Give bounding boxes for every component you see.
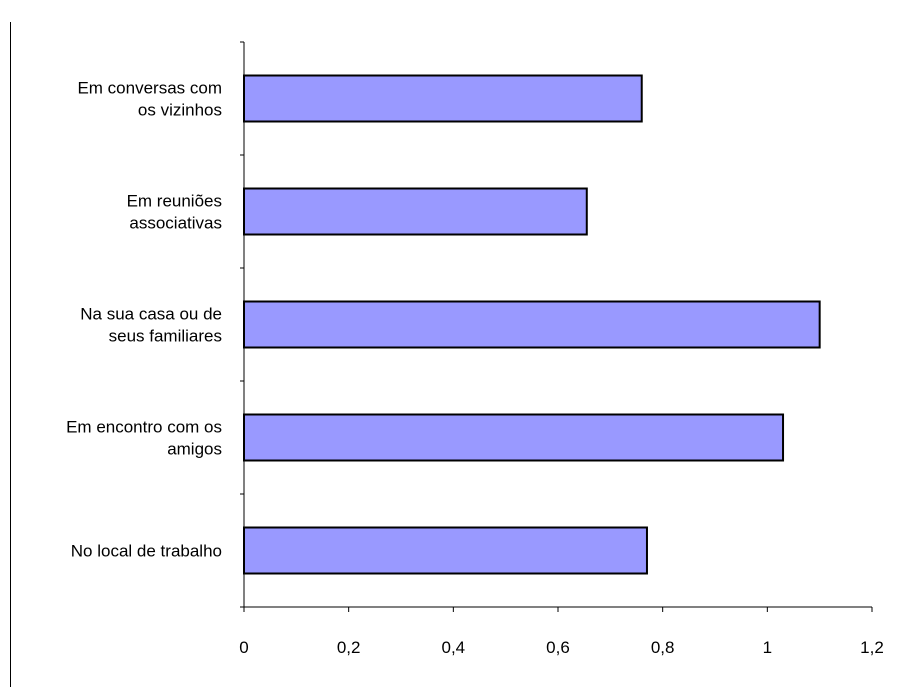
x-tick-label: 1,2	[860, 638, 884, 657]
category-label: amigos	[167, 440, 222, 459]
category-label: No local de trabalho	[71, 542, 222, 561]
x-tick-label: 0,2	[337, 638, 361, 657]
x-tick-label: 0	[239, 638, 248, 657]
x-tick-label: 1	[763, 638, 772, 657]
category-label: associativas	[129, 214, 222, 233]
bar-4	[243, 413, 785, 462]
x-tick-label: 0,4	[442, 638, 466, 657]
bar-5	[243, 526, 648, 575]
category-label: Em encontro com os	[66, 418, 222, 437]
category-label: seus familiares	[109, 327, 222, 346]
x-tick-label: 0,6	[546, 638, 570, 657]
category-label: os vizinhos	[138, 101, 222, 120]
bar-1	[243, 74, 643, 123]
category-label: Na sua casa ou de	[80, 305, 222, 324]
bar-2	[243, 187, 588, 236]
category-label: Em conversas com	[77, 79, 222, 98]
bar-3	[243, 300, 821, 349]
chart-left-border	[10, 22, 11, 687]
x-tick-label: 0,8	[651, 638, 675, 657]
category-label: Em reuniões	[127, 192, 222, 211]
